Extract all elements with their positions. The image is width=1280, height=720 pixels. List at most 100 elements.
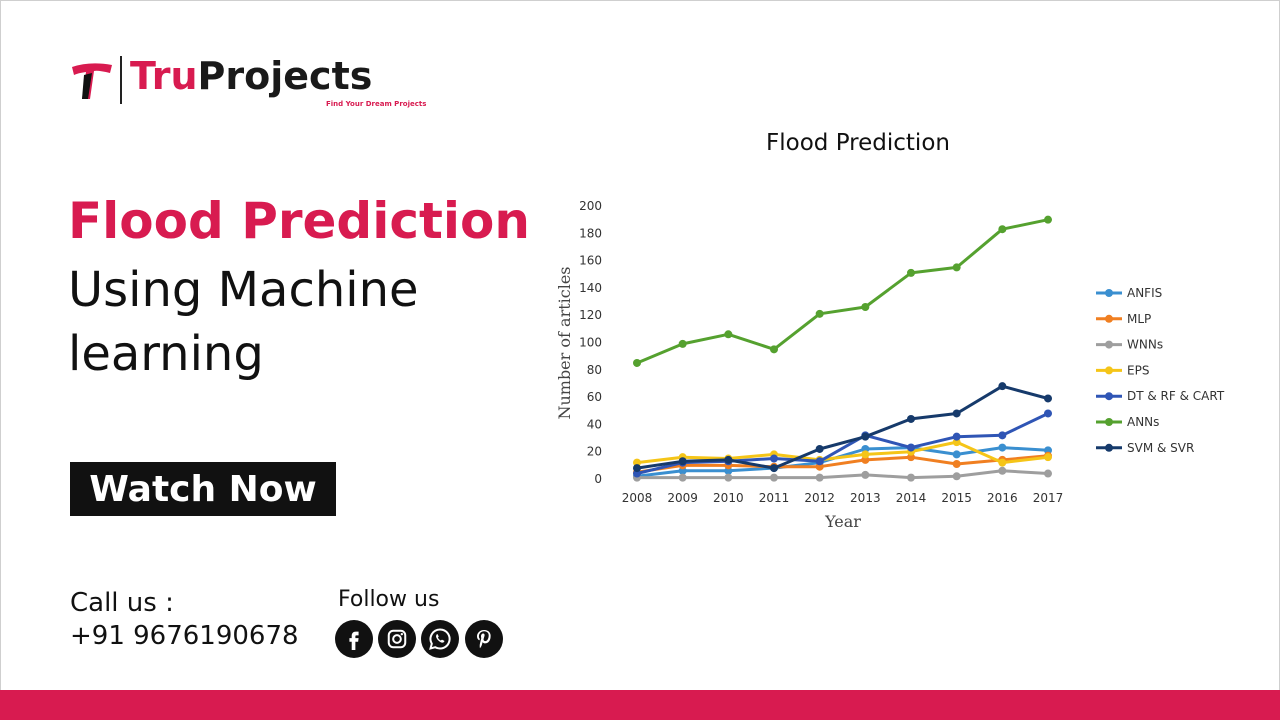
data-point-wnns	[907, 473, 915, 482]
whatsapp-icon[interactable]	[421, 620, 459, 658]
series-line-wnns	[637, 469, 1049, 480]
y-tick-label: 180	[579, 226, 602, 240]
x-tick-label: 2009	[667, 491, 698, 505]
line-chart: 0 20 40 60 80 100 120 140 160 180 200 2008 2009 2010 2…	[555, 199, 1225, 531]
data-point-eps	[861, 450, 870, 459]
data-point-wnns	[952, 472, 961, 481]
data-point-anns	[815, 309, 824, 318]
data-point-svm-svr	[861, 432, 870, 441]
logo-separator	[120, 56, 122, 104]
legend-marker-dt-rf-cart	[1105, 392, 1113, 401]
headline-subtitle-line2: learning	[68, 326, 264, 382]
legend-marker-mlp	[1105, 314, 1113, 323]
data-point-svm-svr	[633, 464, 641, 473]
data-point-anns	[952, 263, 961, 272]
data-point-svm-svr	[770, 464, 778, 473]
watch-now-button[interactable]: Watch Now	[70, 462, 336, 516]
follow-us-label: Follow us	[338, 587, 440, 612]
data-point-anns	[998, 225, 1007, 234]
data-point-svm-svr	[1044, 394, 1052, 403]
data-point-wnns	[815, 473, 824, 482]
data-point-wnns	[998, 466, 1007, 475]
legend-marker-anfis	[1105, 289, 1113, 297]
legend-label-mlp: MLP	[1127, 312, 1151, 326]
brand-name-part1: Tru	[130, 54, 198, 98]
data-point-wnns	[678, 473, 687, 482]
brand-tagline: Find Your Dream Projects	[326, 100, 427, 108]
legend-label-anns: ANNs	[1127, 415, 1159, 429]
logo-mark-icon	[72, 63, 112, 99]
legend-marker-anns	[1105, 418, 1113, 426]
y-axis-label: Number of articles	[555, 266, 574, 419]
legend-label-dt-rf-cart: DT & RF & CART	[1127, 389, 1225, 403]
data-point-wnns	[724, 473, 733, 482]
data-point-dt-rf-cart	[1044, 409, 1052, 418]
phone-number[interactable]: +91 9676190678	[70, 621, 299, 651]
x-tick-label: 2015	[941, 491, 972, 505]
x-axis-label: Year	[824, 512, 861, 531]
y-tick-label: 0	[594, 472, 602, 486]
x-tick-label: 2012	[804, 491, 835, 505]
data-point-anns	[861, 303, 870, 312]
y-tick-label: 80	[587, 363, 602, 377]
data-point-eps	[1044, 453, 1052, 462]
pinterest-icon[interactable]	[465, 620, 503, 658]
data-point-svm-svr	[724, 455, 733, 464]
series-line-anns	[636, 218, 1049, 365]
y-tick-label: 40	[587, 417, 602, 431]
data-point-dt-rf-cart	[907, 443, 915, 452]
brand-name-part2: Projects	[197, 54, 373, 98]
x-tick-label: 2017	[1033, 491, 1064, 505]
instagram-icon[interactable]	[378, 620, 416, 658]
data-point-anns	[678, 339, 687, 348]
legend-label-wnns: WNNs	[1127, 338, 1163, 352]
data-point-mlp	[952, 459, 961, 468]
data-point-dt-rf-cart	[998, 431, 1007, 440]
y-tick-label: 60	[587, 390, 602, 404]
call-us-label: Call us :	[70, 588, 174, 618]
data-point-wnns	[1044, 469, 1052, 478]
legend-marker-wnns	[1105, 340, 1113, 349]
data-point-anns	[907, 268, 915, 277]
x-tick-label: 2016	[987, 491, 1018, 505]
brand-name: TruProjects	[130, 54, 372, 98]
footer-accent-bar	[0, 690, 1280, 720]
data-point-wnns	[861, 470, 870, 479]
x-tick-label: 2008	[622, 491, 653, 505]
data-point-svm-svr	[952, 409, 961, 418]
data-point-anfis	[998, 443, 1007, 452]
data-point-anns	[1044, 215, 1052, 224]
x-tick-label: 2013	[850, 491, 881, 505]
legend-marker-svm-svr	[1105, 443, 1113, 452]
data-point-dt-rf-cart	[770, 454, 778, 463]
x-tick-label: 2011	[759, 491, 790, 505]
series-line-svm-svr	[636, 384, 1049, 470]
headline-subtitle-line1: Using Machine	[68, 262, 419, 318]
y-tick-label: 120	[579, 308, 602, 322]
legend-label-eps: EPS	[1127, 363, 1149, 377]
brand-logo[interactable]: TruProjects Find Your Dream Projects	[70, 54, 440, 110]
facebook-icon[interactable]	[335, 620, 373, 658]
y-tick-label: 100	[579, 336, 602, 350]
x-tick-label: 2014	[896, 491, 927, 505]
chart-title: Flood Prediction	[766, 130, 950, 156]
data-point-anns	[633, 358, 641, 367]
data-point-dt-rf-cart	[815, 457, 824, 466]
legend-marker-eps	[1105, 366, 1113, 375]
y-tick-label: 20	[587, 445, 602, 459]
data-point-anns	[724, 330, 733, 339]
data-point-anns	[770, 345, 778, 354]
legend-label-svm-svr: SVM & SVR	[1127, 441, 1194, 455]
data-point-svm-svr	[678, 457, 687, 466]
data-point-anfis	[952, 450, 961, 459]
y-tick-label: 160	[579, 254, 602, 268]
data-point-svm-svr	[907, 414, 915, 423]
legend-label-anfis: ANFIS	[1127, 286, 1162, 300]
y-tick-label: 200	[579, 199, 602, 213]
data-point-wnns	[770, 473, 778, 482]
data-point-eps	[998, 458, 1007, 467]
data-point-dt-rf-cart	[952, 432, 961, 441]
data-point-svm-svr	[998, 382, 1007, 391]
headline-title: Flood Prediction	[68, 192, 530, 250]
series-line-eps	[636, 440, 1049, 465]
